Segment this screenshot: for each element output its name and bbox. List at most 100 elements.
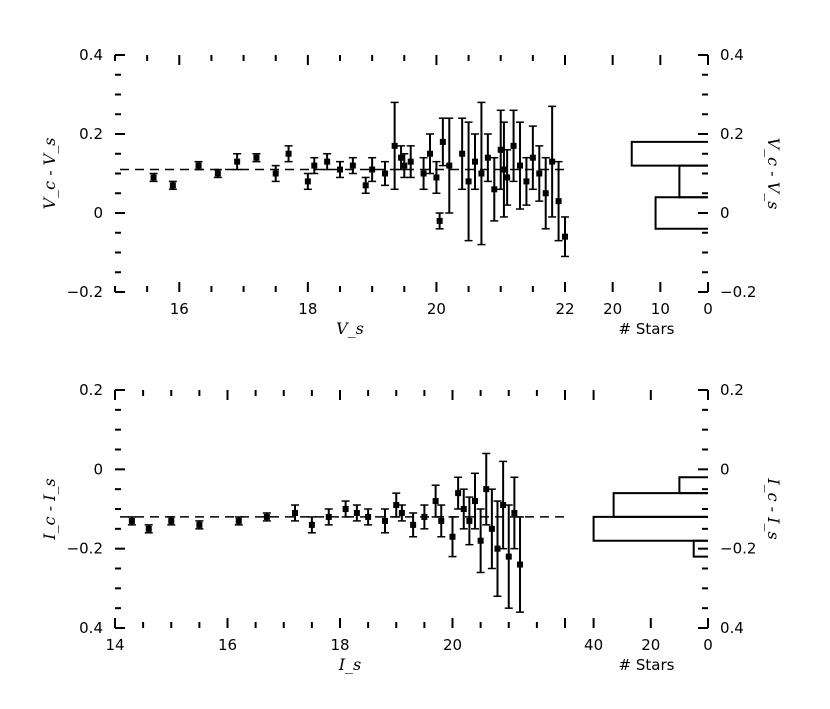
data-point <box>393 502 400 509</box>
data-point <box>483 486 490 493</box>
data-point <box>542 190 549 197</box>
hist-x-tick-label: 10 <box>651 300 670 318</box>
data-point <box>234 158 241 165</box>
data-point <box>421 513 428 520</box>
data-point <box>436 217 443 224</box>
x-tick-label: 16 <box>170 300 189 318</box>
y-tick-label-left: −0.2 <box>67 283 103 301</box>
y-tick-label-left: 0.2 <box>79 125 103 143</box>
data-point <box>325 513 332 520</box>
x-tick-label: 18 <box>330 636 349 654</box>
y-tick-label-left: −0.2 <box>67 540 103 558</box>
hist-bar <box>630 140 708 167</box>
y-tick-label-left: 0.4 <box>79 619 103 637</box>
data-point <box>391 142 398 149</box>
x-tick-label: 20 <box>427 300 446 318</box>
x-tick-label: 22 <box>555 300 574 318</box>
top-panel: 0.4 0.4 0.2 0.2 0 0 −0.2 −0.2 16 18 20 22 20 10 0 V_s # … <box>40 46 783 338</box>
data-point <box>272 170 279 177</box>
data-point <box>549 158 556 165</box>
data-point <box>337 166 343 173</box>
y-tick-label-left: 0.2 <box>79 381 103 399</box>
data-point <box>505 553 512 560</box>
data-point <box>401 162 408 169</box>
y-tick-label-right: 0.4 <box>720 619 744 637</box>
data-point <box>169 182 176 189</box>
data-point <box>308 521 315 528</box>
data-point <box>407 158 414 165</box>
data-point <box>500 166 507 173</box>
data-point <box>145 525 152 532</box>
y-tick-label-right: −0.2 <box>720 283 756 301</box>
y-tick-label-right: 0.2 <box>720 381 744 399</box>
data-point <box>324 158 331 165</box>
data-point <box>420 170 427 177</box>
y-axis-label-left: V_c - V_s <box>40 138 59 210</box>
data-point <box>398 509 405 516</box>
y-tick-label-left: 0.4 <box>79 46 103 64</box>
hist-bar <box>612 492 708 518</box>
hist-bar <box>592 515 708 542</box>
data-point <box>446 162 453 169</box>
hist-bar <box>692 539 708 558</box>
data-point <box>536 170 543 177</box>
hist-x-tick-label: 20 <box>603 300 622 318</box>
hist-x-tick-label: 20 <box>641 636 660 654</box>
data-point <box>432 498 439 505</box>
data-point <box>517 561 523 568</box>
data-point <box>477 537 484 544</box>
data-point <box>195 162 202 169</box>
data-point <box>460 506 467 512</box>
data-point <box>523 178 530 185</box>
hist-x-tick-label: 0 <box>703 636 713 654</box>
data-point <box>459 150 466 157</box>
hist-axis-label: # Stars <box>619 656 675 674</box>
hist-bar <box>678 476 708 495</box>
data-point <box>562 233 568 240</box>
data-point <box>235 517 242 524</box>
data-point <box>285 150 292 157</box>
data-point <box>382 170 388 177</box>
x-tick-label: 18 <box>298 300 317 318</box>
data-point <box>214 170 221 177</box>
y-tick-label-right: 0.2 <box>720 125 744 143</box>
hist-x-tick-label: 0 <box>703 300 713 318</box>
hist-axis-label: # Stars <box>619 320 675 338</box>
data-point <box>466 517 473 524</box>
data-point <box>253 154 260 161</box>
data-point <box>500 502 507 509</box>
data-point <box>369 166 376 173</box>
data-point <box>472 498 478 505</box>
data-point <box>150 174 157 181</box>
data-point <box>304 178 311 185</box>
x-tick-label: 14 <box>105 636 124 654</box>
y-tick-label-right: 0.4 <box>720 46 744 64</box>
y-axis-label-right: V_c - V_s <box>764 138 783 210</box>
data-point <box>362 182 369 189</box>
y-axis-label-left: I_c - I_s <box>40 478 59 540</box>
data-point <box>439 138 446 145</box>
data-point <box>128 517 135 524</box>
data-point <box>353 509 360 516</box>
y-tick-label-right: 0 <box>720 460 730 478</box>
y-tick-label-left: 0 <box>93 460 103 478</box>
data-point <box>465 178 472 185</box>
data-point <box>449 533 456 540</box>
bottom-panel: 0.2 0.20 0−0.2 −0.20.4 0.414 16 18 20 40 20 0I_s # … <box>40 381 783 674</box>
x-tick-label: 16 <box>218 636 237 654</box>
data-point <box>342 506 349 512</box>
data-point <box>311 162 318 169</box>
data-point <box>494 545 501 552</box>
data-point <box>478 170 485 177</box>
data-point <box>510 142 517 149</box>
data-point <box>292 509 298 516</box>
data-point <box>511 509 518 516</box>
x-axis-label: V_s <box>336 319 364 338</box>
data-point <box>349 162 356 169</box>
data-point <box>517 162 523 169</box>
data-point <box>410 521 417 528</box>
data-point <box>382 517 388 524</box>
data-point <box>529 154 536 161</box>
data-point <box>491 186 498 193</box>
